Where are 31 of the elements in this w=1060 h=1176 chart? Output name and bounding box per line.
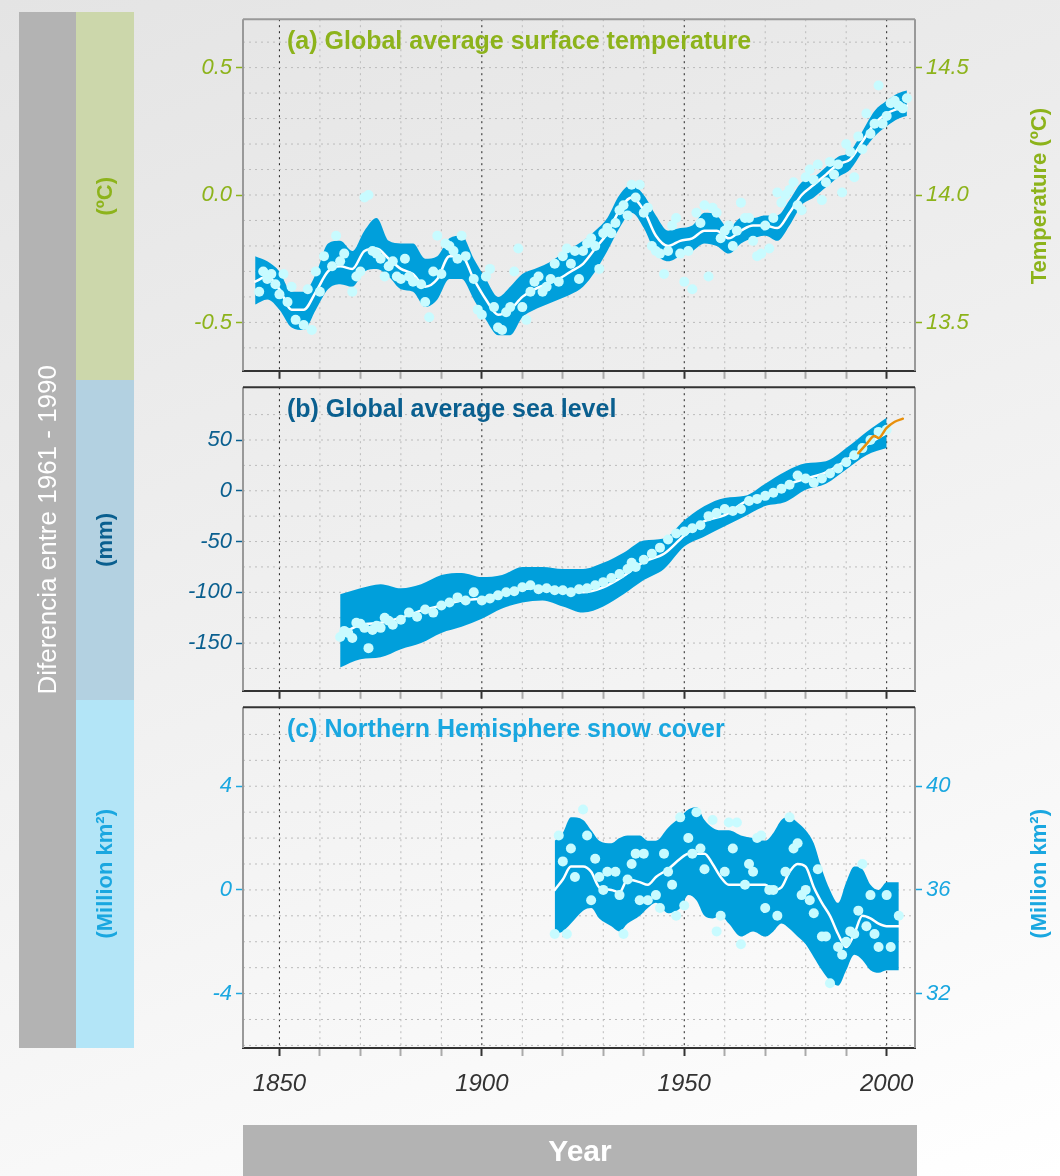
- y2-axis-title: Temperature (ºC): [1026, 107, 1052, 285]
- y2-tick-label: 36: [926, 876, 952, 902]
- y-tick-label: -4: [212, 979, 232, 1005]
- y-axis-title: (mm): [92, 513, 118, 567]
- y-tick-label: 0: [219, 476, 233, 502]
- y-tick-label: 0: [219, 876, 233, 902]
- y-tick-label: 0.5: [201, 53, 233, 79]
- y-tick-label: 50: [207, 426, 233, 452]
- text: Diferencia entre 1961 - 1990: [32, 365, 63, 695]
- y2-tick-label: 40: [926, 772, 952, 798]
- y-tick-label: -150: [187, 629, 233, 655]
- x-tick-label: 1900: [455, 1069, 510, 1097]
- y-tick-label: 4: [219, 772, 232, 798]
- y-axis-title: (ºC): [92, 176, 118, 216]
- x-tick-label: 1950: [657, 1069, 712, 1097]
- y-tick-label: -0.5: [194, 308, 233, 334]
- y2-tick-label: 14.5: [926, 53, 970, 79]
- y-tick-label: -50: [200, 527, 233, 553]
- chart-title: (a) Global average surface temperature: [287, 26, 752, 55]
- x-tick-label: 2000: [858, 1069, 915, 1097]
- y-axis-title: (Million km²): [92, 809, 118, 939]
- y2-axis-title: (Million km²): [1026, 809, 1052, 939]
- y2-tick-label: 32: [926, 979, 951, 1005]
- chart-title: (b) Global average sea level: [287, 394, 617, 423]
- y-tick-label: 0.0: [201, 181, 233, 207]
- y-tick-label: -100: [187, 578, 233, 604]
- chart-title: (c) Northern Hemisphere snow cover: [287, 714, 725, 743]
- x-axis-title: Year: [243, 1125, 917, 1176]
- y2-tick-label: 13.5: [926, 308, 970, 334]
- y2-tick-label: 14.0: [926, 181, 970, 207]
- x-tick-label: 1850: [252, 1069, 307, 1097]
